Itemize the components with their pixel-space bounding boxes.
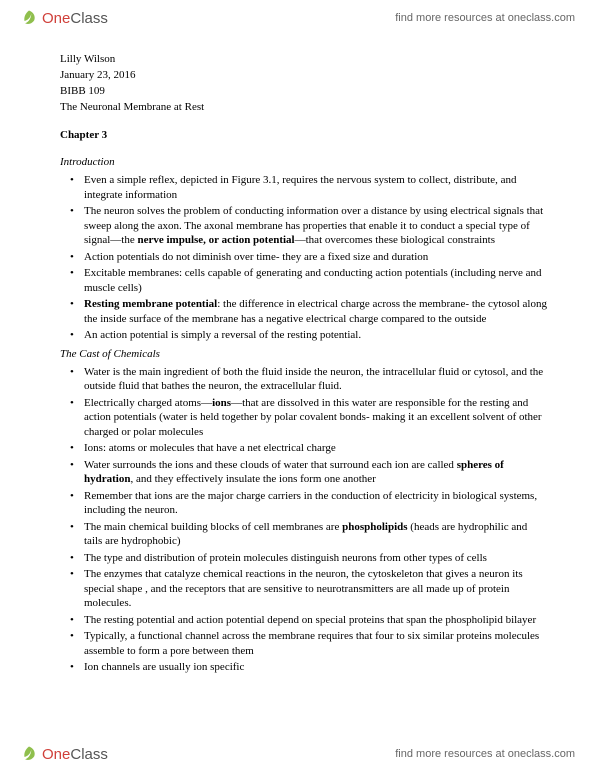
list-item: The main chemical building blocks of cel… [84, 520, 547, 549]
bottom-banner: OneClass find more resources at oneclass… [0, 736, 595, 770]
text-run: The resting potential and action potenti… [84, 614, 536, 626]
bottom-tagline: find more resources at oneclass.com [395, 748, 575, 760]
course-line: BIBB 109 [60, 84, 547, 99]
list-item: Ion channels are usually ion specific [84, 660, 547, 675]
author-line: Lilly Wilson [60, 52, 547, 67]
list-item: Water is the main ingredient of both the… [84, 365, 547, 394]
leaf-icon [20, 745, 38, 763]
bold-text: phospholipids [342, 521, 407, 533]
list-item: Remember that ions are the major charge … [84, 489, 547, 518]
text-run: The type and distribution of protein mol… [84, 552, 487, 564]
list-item: An action potential is simply a reversal… [84, 328, 547, 343]
doc-title: The Neuronal Membrane at Rest [60, 100, 547, 115]
list-item: The enzymes that catalyze chemical react… [84, 567, 547, 611]
bold-text: nerve impulse, or action potential [137, 234, 294, 246]
list-item: Even a simple reflex, depicted in Figure… [84, 173, 547, 202]
text-run: Action potentials do not diminish over t… [84, 251, 428, 263]
document-page: Lilly Wilson January 23, 2016 BIBB 109 T… [0, 34, 595, 675]
top-banner: OneClass find more resources at oneclass… [0, 0, 595, 34]
brand-logo: OneClass [20, 9, 108, 27]
list-item: Ions: atoms or molecules that have a net… [84, 441, 547, 456]
text-run: The enzymes that catalyze chemical react… [84, 568, 523, 609]
leaf-icon [20, 9, 38, 27]
text-run: , and they effectively insulate the ions… [130, 473, 375, 485]
brand-logo-bottom: OneClass [20, 745, 108, 763]
bullet-list: Water is the main ingredient of both the… [60, 365, 547, 675]
text-run: Water surrounds the ions and these cloud… [84, 459, 457, 471]
list-item: Typically, a functional channel across t… [84, 629, 547, 658]
list-item: The neuron solves the problem of conduct… [84, 204, 547, 248]
list-item: Electrically charged atoms—ions—that are… [84, 396, 547, 440]
bullet-list: Even a simple reflex, depicted in Figure… [60, 173, 547, 343]
chapter-heading: Chapter 3 [60, 128, 547, 143]
text-run: Ions: atoms or molecules that have a net… [84, 442, 336, 454]
bold-text: Resting membrane potential [84, 298, 217, 310]
section-heading: Introduction [60, 155, 547, 170]
text-run: Remember that ions are the major charge … [84, 490, 537, 517]
text-run: Electrically charged atoms— [84, 397, 212, 409]
text-run: Ion channels are usually ion specific [84, 661, 244, 673]
brand-text-bottom: OneClass [42, 746, 108, 763]
text-run: Typically, a functional channel across t… [84, 630, 539, 657]
list-item: Excitable membranes: cells capable of ge… [84, 266, 547, 295]
list-item: The resting potential and action potenti… [84, 613, 547, 628]
list-item: Resting membrane potential: the differen… [84, 297, 547, 326]
top-tagline: find more resources at oneclass.com [395, 12, 575, 24]
text-run: Even a simple reflex, depicted in Figure… [84, 174, 517, 201]
text-run: An action potential is simply a reversal… [84, 329, 361, 341]
text-run: Excitable membranes: cells capable of ge… [84, 267, 542, 294]
text-run: The main chemical building blocks of cel… [84, 521, 342, 533]
section-heading: The Cast of Chemicals [60, 347, 547, 362]
list-item: Action potentials do not diminish over t… [84, 250, 547, 265]
text-run: Water is the main ingredient of both the… [84, 366, 543, 393]
brand-text: OneClass [42, 10, 108, 27]
bold-text: ions [212, 397, 231, 409]
list-item: The type and distribution of protein mol… [84, 551, 547, 566]
list-item: Water surrounds the ions and these cloud… [84, 458, 547, 487]
date-line: January 23, 2016 [60, 68, 547, 83]
text-run: —that overcomes these biological constra… [295, 234, 495, 246]
